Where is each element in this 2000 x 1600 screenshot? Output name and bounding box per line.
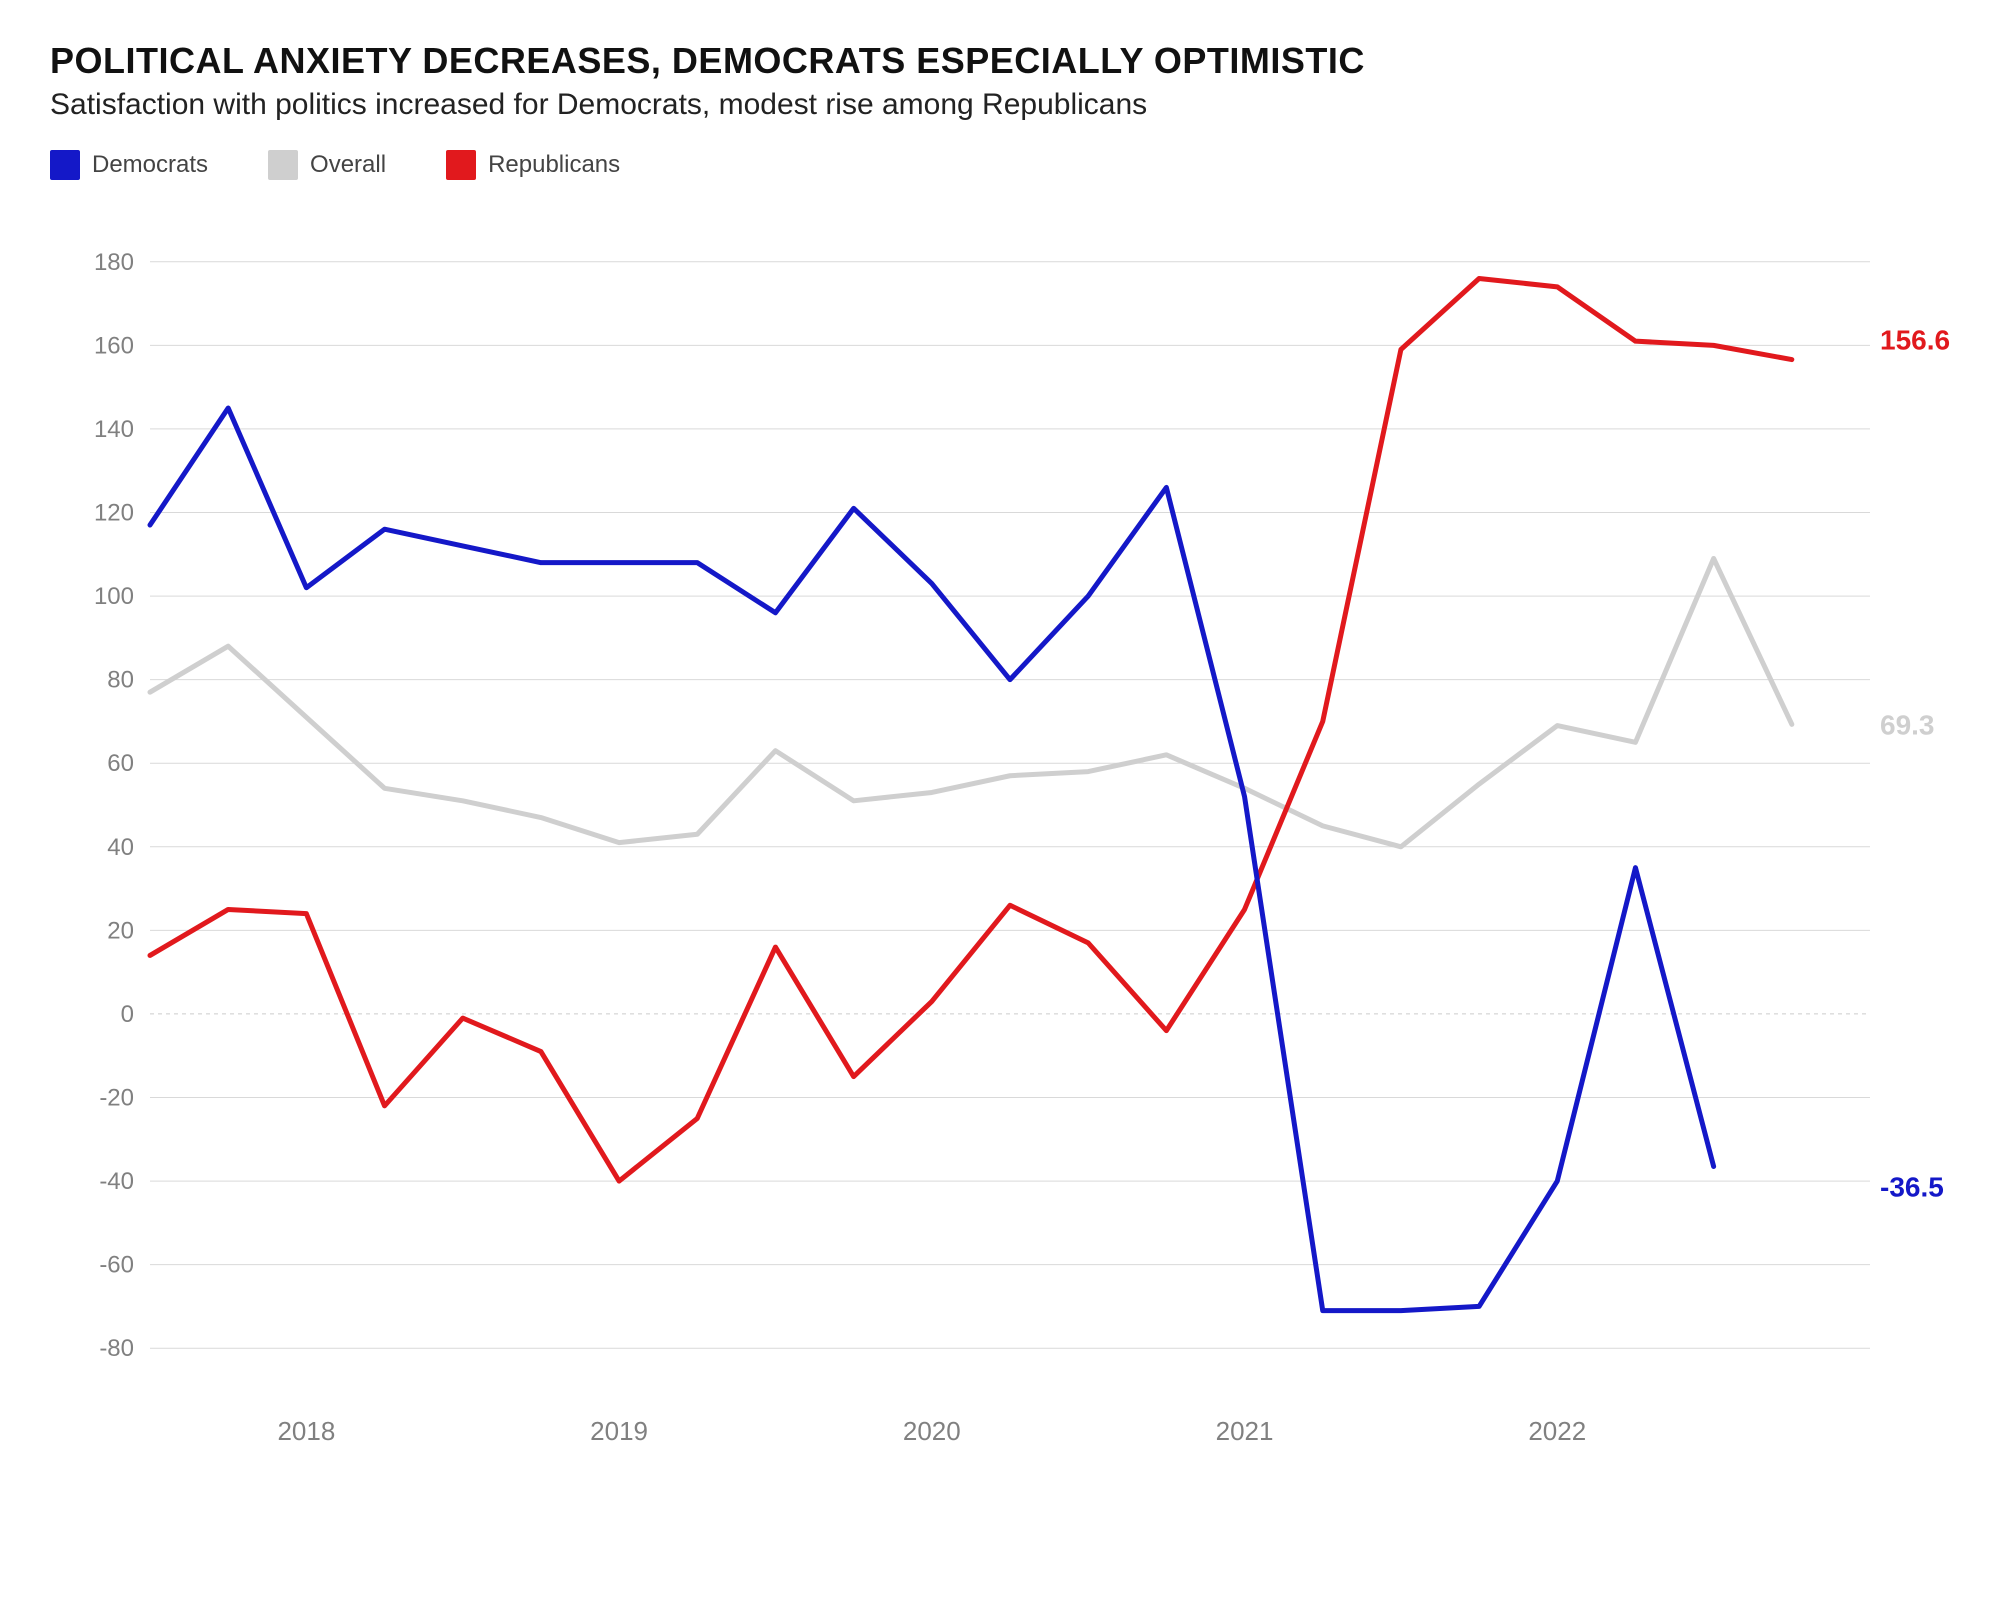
y-tick-label: 160 bbox=[94, 332, 134, 359]
y-tick-label: 140 bbox=[94, 416, 134, 443]
y-tick-label: 0 bbox=[121, 1001, 134, 1028]
y-tick-label: 80 bbox=[107, 667, 134, 694]
legend-swatch bbox=[50, 150, 80, 180]
chart-title: POLITICAL ANXIETY DECREASES, DEMOCRATS E… bbox=[50, 40, 1950, 82]
y-tick-label: 180 bbox=[94, 249, 134, 276]
chart-svg: -80 -60 -40 -20 0 20 40 60 80 100 120 140 160 180 2018… bbox=[50, 220, 1950, 1500]
legend-label: Democrats bbox=[92, 151, 208, 179]
end-label-republicans: 156.6 bbox=[1880, 325, 1950, 356]
legend-swatch bbox=[446, 150, 476, 180]
y-tick-label: 60 bbox=[107, 750, 134, 777]
x-tick-label: 2020 bbox=[903, 1416, 961, 1446]
y-tick-label: 40 bbox=[107, 834, 134, 861]
legend-item-democrats: Democrats bbox=[50, 150, 208, 180]
y-tick-label: -20 bbox=[99, 1085, 134, 1112]
legend: Democrats Overall Republicans bbox=[50, 150, 1950, 180]
y-tick-label: -60 bbox=[99, 1252, 134, 1279]
legend-item-republicans: Republicans bbox=[446, 150, 620, 180]
legend-label: Republicans bbox=[488, 151, 620, 179]
legend-item-overall: Overall bbox=[268, 150, 386, 180]
legend-swatch bbox=[268, 150, 298, 180]
y-tick-label: 100 bbox=[94, 583, 134, 610]
x-tick-label: 2018 bbox=[277, 1416, 335, 1446]
series-overall bbox=[150, 558, 1792, 846]
x-tick-label: 2019 bbox=[590, 1416, 648, 1446]
series-democrats bbox=[150, 408, 1714, 1311]
x-tick-label: 2021 bbox=[1216, 1416, 1274, 1446]
x-tick-label: 2022 bbox=[1528, 1416, 1586, 1446]
end-label-overall: 69.3 bbox=[1880, 709, 1935, 740]
chart-subtitle: Satisfaction with politics increased for… bbox=[50, 88, 1950, 122]
end-label-democrats: -36.5 bbox=[1880, 1171, 1944, 1202]
series-republicans bbox=[150, 279, 1792, 1182]
y-tick-label: -40 bbox=[99, 1168, 134, 1195]
legend-label: Overall bbox=[310, 151, 386, 179]
y-tick-label: 20 bbox=[107, 917, 134, 944]
y-tick-label: 120 bbox=[94, 500, 134, 527]
chart-area: -80 -60 -40 -20 0 20 40 60 80 100 120 140 160 180 2018… bbox=[50, 220, 1950, 1505]
y-tick-label: -80 bbox=[99, 1335, 134, 1362]
